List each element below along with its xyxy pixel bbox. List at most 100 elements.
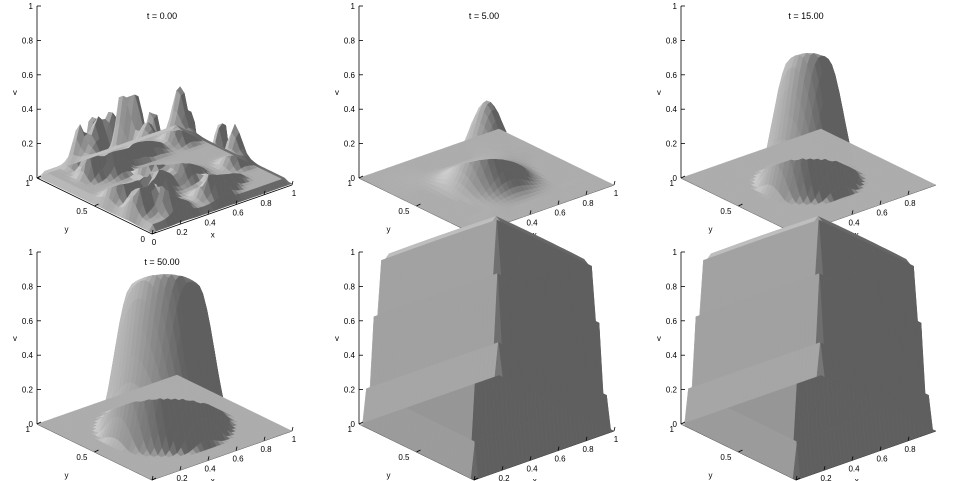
z-tick-label: 0.6 [666,71,678,80]
z-axis-label: v [13,88,17,97]
z-tick-label: 0.6 [344,71,356,80]
x-tick-label: 0.2 [498,474,510,481]
z-tick-label: 0.8 [344,282,356,291]
x-tick [235,200,238,205]
x-tick [263,190,266,195]
x-axis-line [151,184,293,235]
x-tick-label: 0.6 [232,455,244,464]
z-tick-label: 0.4 [344,351,356,360]
x-tick-label: 1 [614,435,619,444]
z-tick-label: 0 [351,420,356,429]
x-tick-label: 0.6 [554,455,566,464]
surface-panel: t = 5.0000.20.40.60.81v00.20.40.60.81x00… [335,2,619,247]
x-tick [473,475,476,481]
z-tick-label: 0.8 [22,36,34,45]
x-tick [557,446,560,451]
y-tick [738,203,743,207]
x-tick-label: 1 [614,189,619,198]
x-tick-label: 0.2 [176,228,188,237]
y-tick [36,421,42,425]
x-tick-label: 0.8 [904,199,916,208]
x-axis-label: x [211,230,215,239]
x-tick-label: 0.8 [904,445,916,454]
y-axis-label: y [387,225,391,234]
x-tick-label: 0.6 [876,209,888,218]
x-tick [179,220,182,225]
surface-mesh [680,52,937,235]
y-tick [358,175,364,179]
y-tick [795,477,801,481]
surface-mesh [36,274,293,481]
y-tick-label: 1 [26,425,31,434]
y-tick [151,231,157,235]
x-tick [585,190,588,195]
y-tick [358,421,364,425]
x-tick-label: 1 [292,435,297,444]
x-tick [291,426,294,432]
z-tick-label: 1 [673,2,678,11]
z-tick-label: 0 [29,174,34,183]
z-tick-label: 0.8 [344,36,356,45]
x-tick [585,436,588,441]
x-tick [879,200,882,205]
z-tick-label: 0.8 [666,36,678,45]
x-tick [501,466,504,471]
y-tick-label: 0.5 [76,453,88,462]
surface-mesh [36,85,293,233]
panel-title: t = 50.00 [144,257,179,267]
z-tick-label: 1 [29,2,34,11]
y-axis-label: y [65,225,69,234]
x-tick-label: 0 [152,238,157,247]
x-tick [291,180,294,186]
x-tick [179,466,182,471]
x-tick [907,190,910,195]
z-tick-label: 0 [351,174,356,183]
z-axis-label: v [335,88,339,97]
z-tick-label: 0.6 [22,71,34,80]
z-tick-label: 1 [351,2,356,11]
y-tick-label: 1 [670,425,675,434]
surface-panel: t = 120.0000.20.40.60.81v00.20.40.60.81x… [335,216,619,481]
x-tick [907,436,910,441]
z-tick-label: 0.2 [22,386,34,395]
x-tick [613,180,616,186]
x-tick [851,210,854,215]
x-tick-label: 0.6 [876,455,888,464]
z-tick-label: 0.6 [666,317,678,326]
x-axis-label: x [533,476,537,481]
x-tick-label: 0.2 [176,474,188,481]
x-tick-label: 0.6 [232,209,244,218]
panel-title: t = 0.00 [147,11,177,21]
x-tick-label: 0.8 [582,199,594,208]
x-tick-label: 0.8 [260,445,272,454]
z-tick-label: 0.2 [666,140,678,149]
surface-panel: t = 50.0000.20.40.60.81v00.20.40.60.81x0… [13,248,297,481]
z-tick-label: 0.8 [22,282,34,291]
y-tick-label: 0.5 [720,453,732,462]
z-tick-label: 0.6 [344,317,356,326]
x-tick [879,446,882,451]
z-tick-label: 1 [29,248,34,257]
z-axis-label: v [335,334,339,343]
z-tick-label: 1 [351,248,356,257]
y-tick-label: 0.5 [398,453,410,462]
z-axis-label: v [657,334,661,343]
y-axis-label: y [709,225,713,234]
z-tick-label: 0.4 [666,105,678,114]
y-axis-label: y [709,471,713,480]
y-tick-label: 0.5 [398,207,410,216]
x-tick-label: 0.2 [820,474,832,481]
x-tick [529,456,532,461]
x-tick [207,210,210,215]
x-axis-label: x [211,476,215,481]
y-tick [680,421,686,425]
y-tick [416,449,421,453]
x-tick [613,426,616,432]
y-tick [416,203,421,207]
x-tick [529,210,532,215]
x-tick [207,456,210,461]
x-tick [151,475,154,481]
y-axis-label: y [65,471,69,480]
x-tick [795,475,798,481]
